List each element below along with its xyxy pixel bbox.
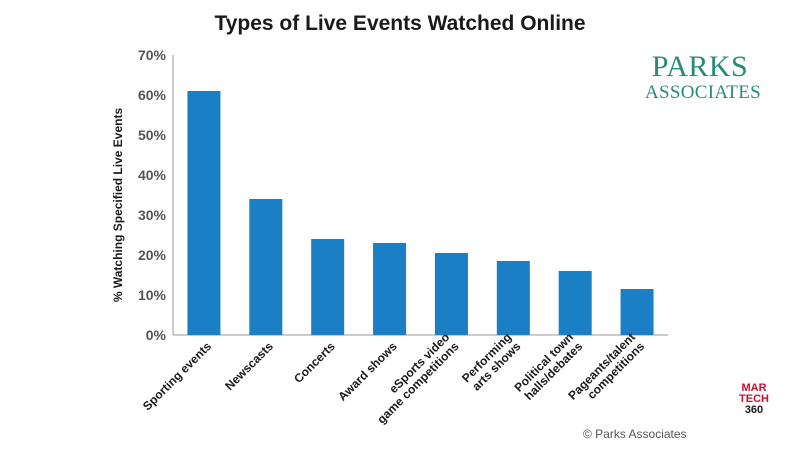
y-tick-label: 10% [138,287,167,303]
bar [496,261,530,335]
bar [311,239,345,335]
x-tick-label-line: Sporting events [140,339,214,413]
y-axis: 0% 10% 20% 30% 40% 50% 60% 70% [138,47,668,343]
bar [620,289,654,335]
x-tick-label: eSports videogame competitions [365,330,462,427]
y-tick-label: 60% [138,87,167,103]
bar [373,243,407,335]
x-tick-label: Newscasts [222,339,276,393]
x-tick-label-line: Concerts [291,339,338,386]
y-tick-label: 30% [138,207,167,223]
bars [187,91,654,335]
martech-360-logo: MAR TECH 360 [734,383,774,416]
x-tick-label-line: Award shows [335,339,400,404]
x-tick-label: Concerts [291,339,338,386]
y-tick-label: 70% [138,47,167,63]
badge-line-2: TECH [739,393,769,405]
x-tick-label: Award shows [335,339,400,404]
x-tick-label-line: Newscasts [222,339,276,393]
y-tick-label: 0% [146,327,167,343]
parks-associates-logo: PARKS ASSOCIATES [645,50,761,103]
badge-line-1: MAR [741,382,767,394]
chart-title: Types of Live Events Watched Online [214,12,586,35]
badge-line-3: 360 [744,404,764,416]
bar [187,91,221,335]
y-axis-label: % Watching Specified Live Events [111,108,125,303]
logo-line-1: PARKS [651,50,749,83]
bar [434,253,468,335]
bar [249,199,283,335]
y-tick-label: 50% [138,127,167,143]
y-tick-label: 40% [138,167,167,183]
copyright-notice: © Parks Associates [583,427,687,441]
x-tick-label: Sporting events [140,339,214,413]
logo-line-2: ASSOCIATES [645,82,761,103]
y-tick-label: 20% [138,247,167,263]
bar [558,271,592,335]
